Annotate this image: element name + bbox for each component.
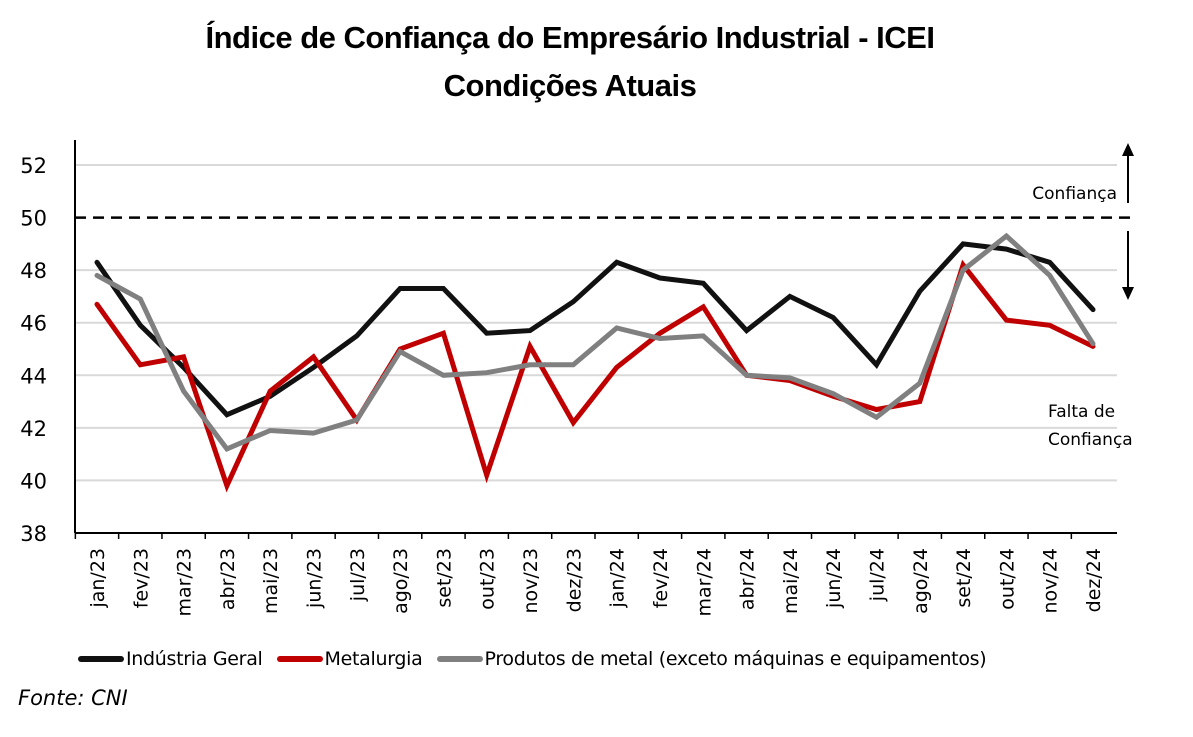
x-tick-label: mar/24 <box>693 548 715 617</box>
x-tick-label: jan/24 <box>607 548 629 609</box>
y-tick-label: 52 <box>20 154 47 178</box>
legend-swatch-industria <box>78 656 124 662</box>
x-tick-label: nov/24 <box>1040 548 1062 614</box>
y-axis-ticks: 38 40 42 44 46 48 50 52 <box>20 154 47 546</box>
x-tick-label: dez/24 <box>1083 548 1105 612</box>
legend-label: Metalurgia <box>324 648 423 670</box>
annotation-falta-line2: Confiança <box>1048 430 1133 450</box>
series-line-2 <box>94 232 1096 452</box>
arrow-down-icon <box>1122 231 1134 300</box>
y-tick-label: 38 <box>20 522 47 546</box>
annotations: Confiança Falta de Confiança <box>1032 143 1134 450</box>
legend-swatch-metalurgia <box>276 656 323 662</box>
legend-item: Metalurgia <box>276 648 423 670</box>
legend: Indústria Geral Metalurgia Produtos de m… <box>78 648 1000 670</box>
x-tick-label: ago/24 <box>910 548 932 614</box>
x-tick-label: dez/23 <box>563 548 585 612</box>
x-tick-label: jun/23 <box>304 548 326 609</box>
chart-title: Índice de Confiança do Empresário Indust… <box>205 20 935 55</box>
x-tick-label: set/24 <box>953 548 975 608</box>
x-tick-label: fev/23 <box>130 548 152 608</box>
x-tick-label: jul/23 <box>347 548 369 602</box>
x-tick-label: jun/24 <box>823 548 845 609</box>
legend-swatch-produtos <box>436 656 483 662</box>
x-tick-label: mai/24 <box>780 548 802 614</box>
x-tick-label: set/23 <box>433 548 455 608</box>
x-tick-label: out/24 <box>996 548 1018 610</box>
annotation-confianca: Confiança <box>1032 184 1117 204</box>
y-tick-label: 40 <box>20 469 47 493</box>
gridlines <box>75 164 1117 482</box>
y-tick-label: 42 <box>20 417 47 441</box>
x-tick-label: jul/24 <box>866 548 888 602</box>
y-tick-label: 46 <box>20 312 47 336</box>
legend-label: Indústria Geral <box>126 648 263 670</box>
x-tick-label: mar/23 <box>174 548 196 617</box>
y-tick-label: 48 <box>20 259 47 283</box>
x-tick-label: out/23 <box>477 548 499 610</box>
source-note: Fonte: CNI <box>18 686 128 710</box>
legend-label: Produtos de metal (exceto máquinas e equ… <box>484 648 987 670</box>
x-tick-label: fev/24 <box>650 548 672 608</box>
arrow-up-icon <box>1122 143 1134 203</box>
x-tick-label: jan/23 <box>87 548 109 609</box>
x-tick-label: mai/23 <box>260 548 282 614</box>
x-tick-label: ago/23 <box>390 548 412 614</box>
annotation-falta-line1: Falta de <box>1048 402 1115 422</box>
series-group <box>94 232 1096 493</box>
chart-subtitle: Condições Atuais <box>443 68 697 103</box>
y-tick-label: 44 <box>20 364 47 388</box>
series-line-0 <box>94 241 1096 418</box>
x-tick-label: abr/24 <box>737 548 759 610</box>
y-tick-label: 50 <box>20 207 47 231</box>
series-line-1 <box>94 259 1096 493</box>
x-axis-ticks: jan/23 fev/23 mar/23 abr/23 mai/23 jun/23 jul/… <box>74 533 1105 617</box>
x-tick-label: abr/23 <box>217 548 239 610</box>
legend-item: Indústria Geral <box>78 648 263 670</box>
legend-item: Produtos de metal (exceto máquinas e equ… <box>436 648 987 670</box>
x-tick-label: nov/23 <box>520 548 542 614</box>
